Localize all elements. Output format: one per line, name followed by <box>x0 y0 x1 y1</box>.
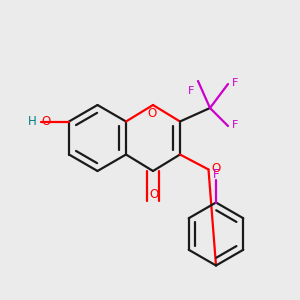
Text: O: O <box>42 115 51 128</box>
Text: F: F <box>232 119 238 130</box>
Text: O: O <box>149 188 158 201</box>
Text: O: O <box>147 107 156 120</box>
Text: H: H <box>28 115 37 128</box>
Text: F: F <box>213 168 219 181</box>
Text: O: O <box>212 162 221 175</box>
Text: F: F <box>188 85 194 95</box>
Text: F: F <box>232 77 238 88</box>
